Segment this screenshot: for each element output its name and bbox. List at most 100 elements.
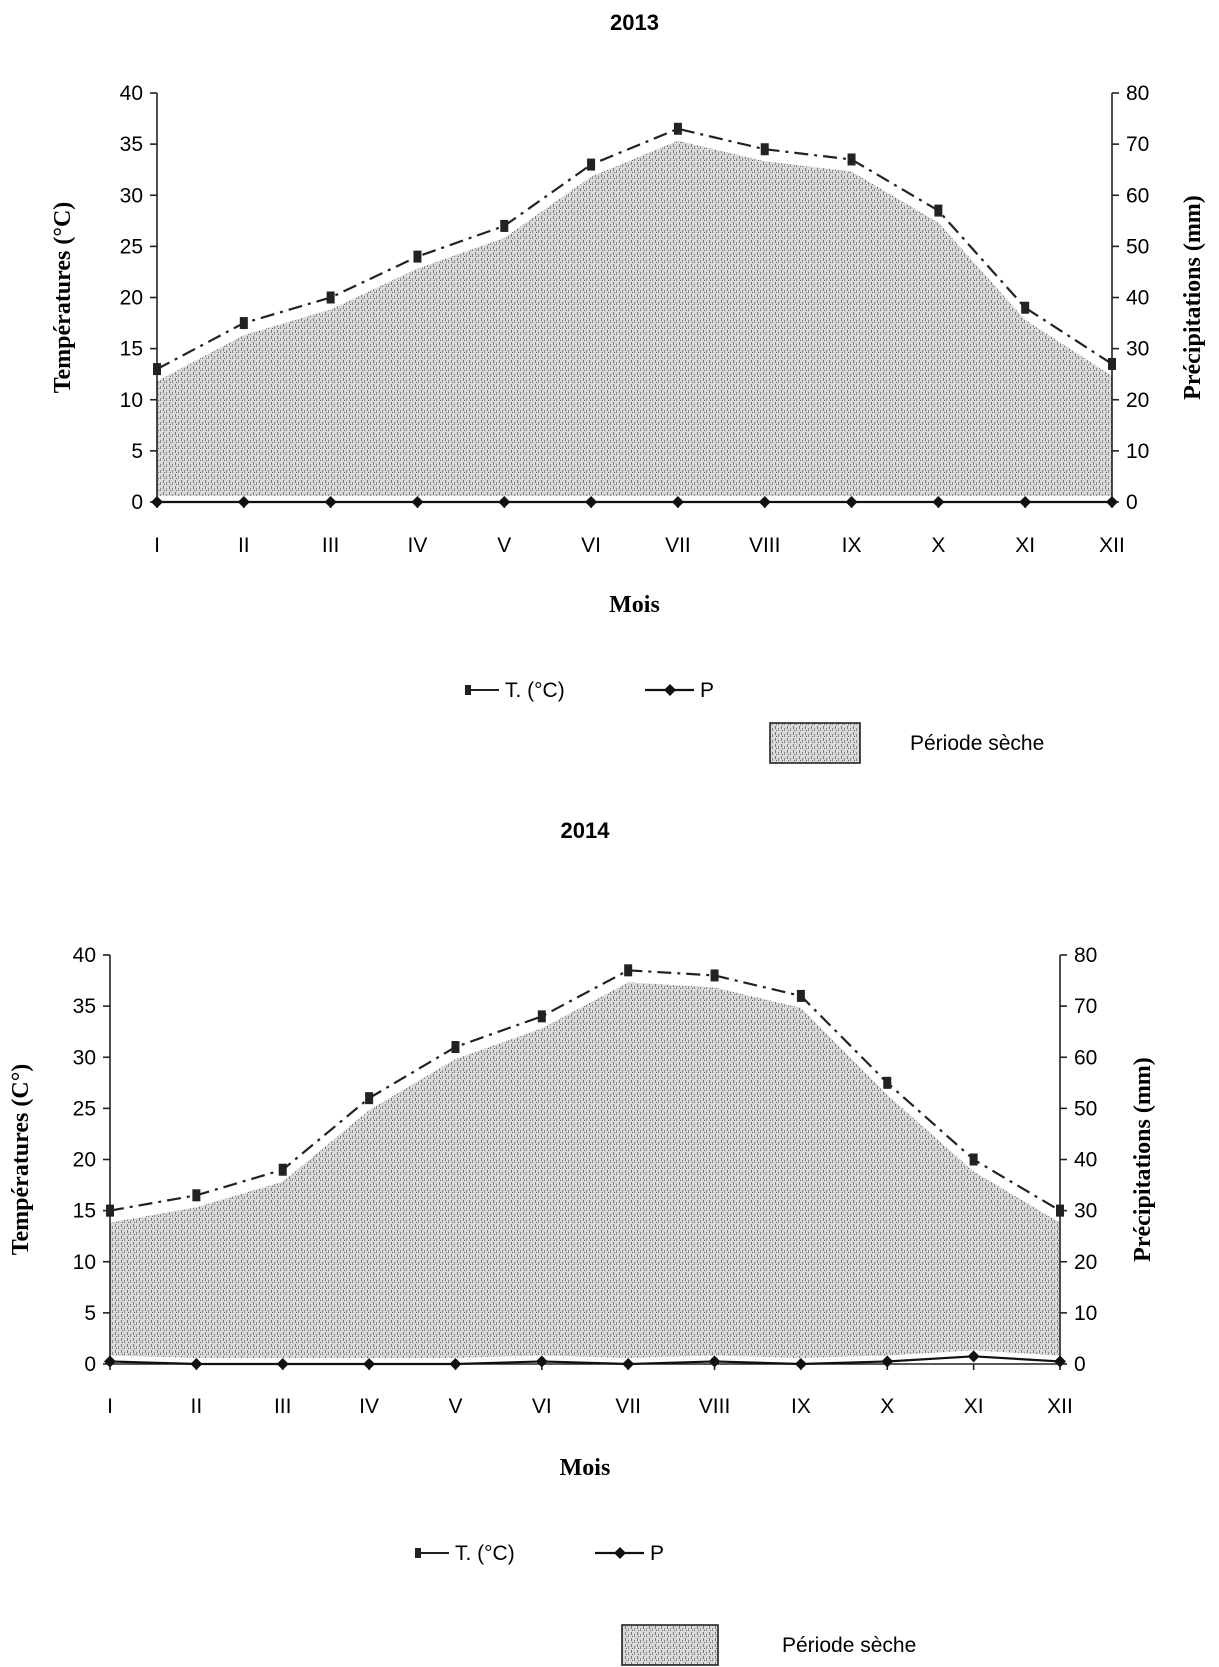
precipitation-point	[1106, 496, 1118, 508]
precipitation-point	[324, 496, 337, 508]
y-tick-label: 25	[73, 1097, 96, 1120]
x-tick-label: I	[154, 534, 160, 557]
x-tick-label: XII	[1099, 534, 1125, 557]
x-tick-label: V	[448, 1395, 462, 1418]
y2-tick-label: 80	[1074, 944, 1097, 967]
temperature-point	[278, 1163, 287, 1176]
legend-temperature-marker	[415, 1548, 421, 1558]
y2-tick-label: 70	[1074, 995, 1097, 1018]
temperature-point	[326, 291, 335, 304]
x-tick-label: III	[322, 534, 340, 557]
temperature-point	[760, 143, 769, 156]
y2-tick-label: 30	[1074, 1200, 1097, 1223]
y-tick-label: 5	[84, 1302, 96, 1325]
precipitation-point	[758, 496, 771, 508]
temperature-point	[413, 250, 422, 263]
legend-temperature-marker	[465, 685, 471, 695]
y-tick-label: 15	[73, 1200, 96, 1223]
y-tick-label: 40	[120, 82, 143, 105]
series-temperature-line	[156, 127, 1113, 371]
legend-dry-period-swatch	[769, 722, 861, 764]
legend-dry-period-label: Période sèche	[910, 732, 1044, 755]
x-tick-label: IV	[359, 1395, 379, 1418]
temperature-point	[587, 158, 596, 171]
series-temperature-line	[109, 969, 1061, 1212]
precipitation-point	[151, 496, 163, 508]
y2-tick-label: 20	[1126, 389, 1149, 412]
y-tick-label: 10	[120, 389, 143, 412]
temperature-point	[1021, 301, 1030, 314]
y2-tick-label: 10	[1126, 440, 1149, 463]
legend-precipitation-label: P	[650, 1542, 664, 1565]
y2-tick-label: 40	[1074, 1149, 1097, 1172]
legend-precipitation-label: P	[700, 679, 714, 702]
x-tick-label: XII	[1047, 1395, 1073, 1418]
y-tick-label: 15	[120, 338, 143, 361]
y-tick-label: 35	[120, 133, 143, 156]
chart-title: 2013	[610, 10, 659, 35]
y2-tick-label: 50	[1126, 235, 1149, 258]
temperature-point	[365, 1092, 374, 1105]
series-precipitation-line	[109, 1355, 1061, 1366]
dry-period-area	[157, 140, 1112, 496]
x-tick-label: VII	[665, 534, 691, 557]
chart-title: 2014	[561, 818, 611, 843]
y-tick-label: 5	[131, 440, 143, 463]
x-tick-label: IV	[408, 534, 428, 557]
y2-tick-label: 60	[1074, 1046, 1097, 1069]
y-tick-label: 30	[120, 184, 143, 207]
precipitation-point	[622, 1358, 635, 1370]
y2-tick-label: 0	[1074, 1353, 1086, 1376]
y-axis-label-right: Précipitations (mm)	[1180, 195, 1206, 400]
temperature-point	[106, 1204, 114, 1217]
precipitation-point	[585, 496, 598, 508]
precipitation-point	[967, 1350, 980, 1363]
y2-tick-label: 70	[1126, 133, 1149, 156]
x-tick-label: X	[931, 534, 945, 557]
y-tick-label: 30	[73, 1046, 96, 1069]
temperature-point	[500, 219, 509, 232]
temperature-point	[624, 964, 633, 977]
precipitation-point	[104, 1355, 116, 1368]
precipitation-point	[932, 496, 945, 508]
y-tick-label: 10	[73, 1251, 96, 1274]
temperature-point	[710, 969, 719, 982]
temperature-point	[1108, 357, 1116, 370]
precipitation-point	[845, 496, 858, 508]
y2-tick-label: 10	[1074, 1302, 1097, 1325]
x-tick-label: VI	[581, 534, 601, 557]
legend-precipitation-marker	[664, 684, 676, 696]
precipitation-point	[498, 496, 511, 508]
temperature-point	[239, 317, 248, 330]
x-tick-label: IX	[791, 1395, 811, 1418]
dry-period-area	[110, 982, 1060, 1358]
precipitation-point	[1054, 1355, 1066, 1368]
temperature-point	[883, 1076, 892, 1089]
precipitation-point	[794, 1358, 807, 1370]
temperature-point	[673, 122, 682, 135]
temperature-point	[451, 1041, 460, 1054]
precipitation-point	[411, 496, 424, 508]
legend-precipitation-marker	[614, 1547, 626, 1559]
x-tick-label: XI	[964, 1395, 984, 1418]
x-tick-label: III	[274, 1395, 292, 1418]
y-tick-label: 20	[73, 1149, 96, 1172]
precipitation-point	[1019, 496, 1032, 508]
precipitation-point	[535, 1355, 548, 1368]
temperature-point	[537, 1010, 546, 1023]
y-tick-label: 35	[73, 995, 96, 1018]
y2-tick-label: 50	[1074, 1097, 1097, 1120]
temperature-point	[934, 204, 943, 217]
legend-temperature-label: T. (°C)	[455, 1542, 515, 1565]
precipitation-point	[276, 1358, 289, 1370]
precipitation-point	[190, 1358, 203, 1370]
y-tick-label: 40	[73, 944, 96, 967]
y2-tick-label: 30	[1126, 338, 1149, 361]
x-tick-label: XI	[1015, 534, 1035, 557]
x-tick-label: II	[191, 1395, 203, 1418]
y2-tick-label: 80	[1126, 82, 1149, 105]
legend-dry-period-swatch	[621, 1624, 719, 1666]
legend-temperature-label: T. (°C)	[505, 679, 565, 702]
